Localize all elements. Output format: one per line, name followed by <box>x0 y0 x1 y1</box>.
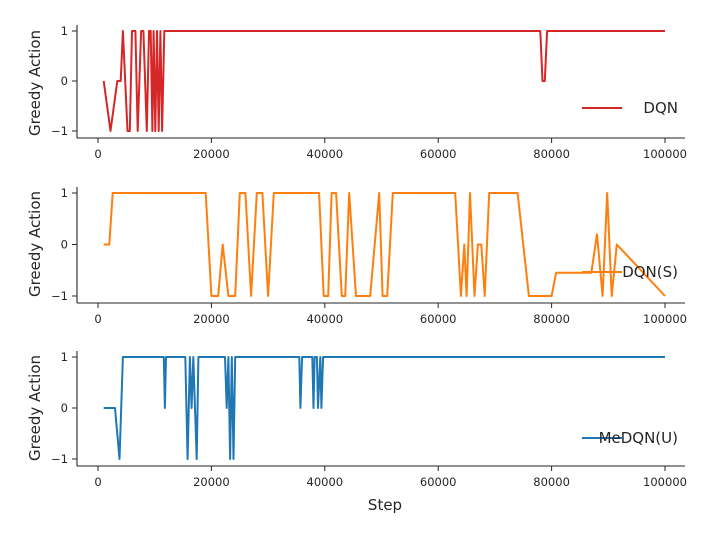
y-axis-label: Greedy Action <box>26 355 44 461</box>
series-line <box>102 30 665 132</box>
y-tick-label: 0 <box>61 238 68 252</box>
legend: MeDQN(U) <box>582 429 678 447</box>
y-tick-label: −1 <box>51 289 68 303</box>
y-tick-label: 0 <box>61 74 68 88</box>
y-tick-label: 1 <box>61 350 68 364</box>
x-tick-label: 40000 <box>307 475 344 489</box>
y-axis-label: Greedy Action <box>26 30 44 136</box>
y-tick-label: −1 <box>51 452 68 466</box>
x-tick-label: 60000 <box>420 475 457 489</box>
x-tick-label: 100000 <box>643 475 687 489</box>
x-axis-label: Step <box>368 496 402 514</box>
legend: DQN <box>582 99 678 117</box>
axes: −1 0 1 0 20000 40000 60000 80000 100000 <box>51 350 687 489</box>
legend-label: DQN(S) <box>622 263 678 281</box>
x-tick-label: 0 <box>94 147 101 161</box>
x-tick-label: 100000 <box>643 312 687 326</box>
x-tick-label: 0 <box>94 312 101 326</box>
y-axis-label: Greedy Action <box>26 191 44 297</box>
x-tick-label: 20000 <box>193 147 230 161</box>
x-tick-label: 20000 <box>193 312 230 326</box>
legend-label: DQN <box>643 99 678 117</box>
x-tick-label: 80000 <box>533 147 570 161</box>
series-line <box>103 356 665 460</box>
series-lines <box>103 192 666 297</box>
series-line <box>103 192 666 297</box>
y-tick-label: 0 <box>61 401 68 415</box>
y-tick-label: −1 <box>51 124 68 138</box>
series-lines <box>102 30 665 132</box>
legend-label: MeDQN(U) <box>599 429 678 447</box>
panel-medqn-u: Greedy Action −1 0 1 0 20000 40000 60000 80000 1… <box>26 350 687 489</box>
x-tick-label: 40000 <box>307 147 344 161</box>
y-tick-label: 1 <box>61 24 68 38</box>
x-tick-label: 80000 <box>533 475 570 489</box>
y-tick-label: 1 <box>61 186 68 200</box>
x-tick-label: 20000 <box>193 475 230 489</box>
legend: DQN(S) <box>582 263 678 281</box>
series-lines <box>103 356 665 460</box>
x-tick-label: 0 <box>94 475 101 489</box>
x-tick-label: 80000 <box>533 312 570 326</box>
panel-dqn: Greedy Action −1 0 1 0 20000 40000 60000 80000 1… <box>26 24 687 161</box>
x-tick-label: 60000 <box>420 147 457 161</box>
axes: −1 0 1 0 20000 40000 60000 80000 100000 <box>51 24 687 161</box>
panel-dqn-s: Greedy Action −1 0 1 0 20000 40000 60000 80000 1… <box>26 186 687 326</box>
x-tick-label: 100000 <box>643 147 687 161</box>
axes: −1 0 1 0 20000 40000 60000 80000 100000 <box>51 186 687 326</box>
x-tick-label: 60000 <box>420 312 457 326</box>
x-tick-label: 40000 <box>307 312 344 326</box>
